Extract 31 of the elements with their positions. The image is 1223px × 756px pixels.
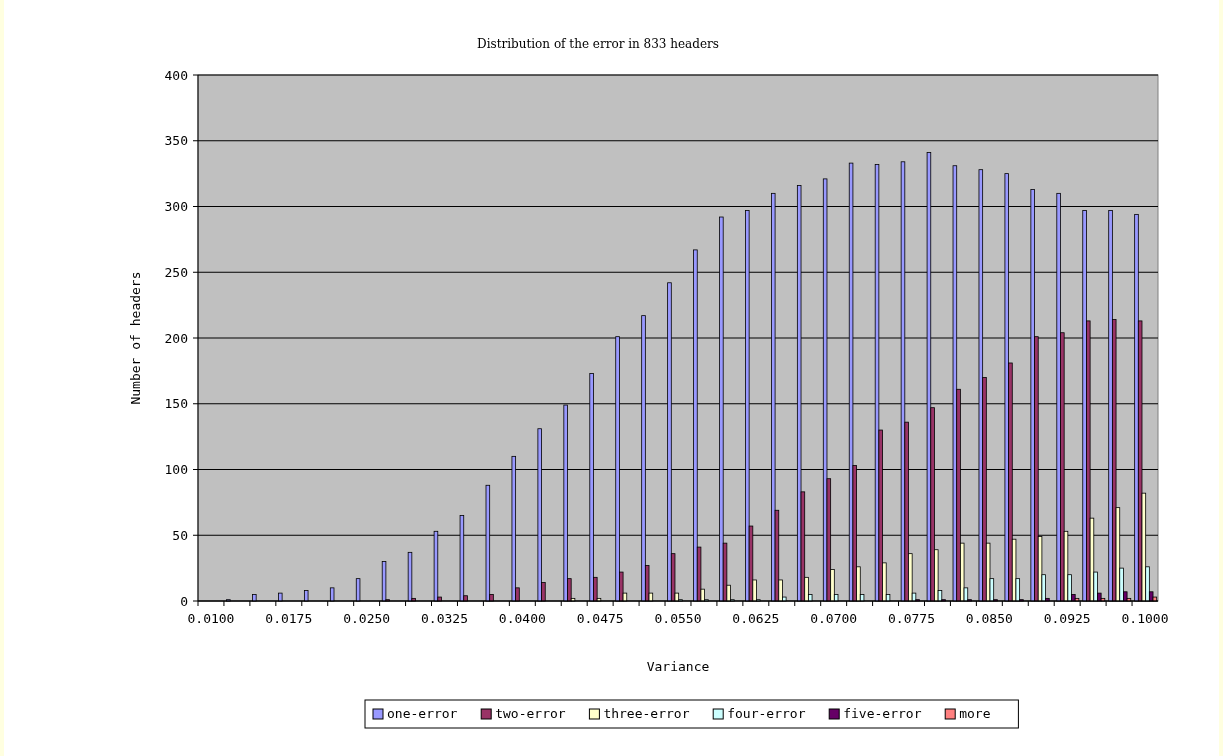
x-tick-label: 0.1000 [1121, 611, 1169, 626]
y-axis-title: Number of headers [128, 271, 143, 405]
legend-label: two-error [495, 706, 566, 721]
x-tick-label: 0.0400 [498, 611, 546, 626]
y-tick-label: 50 [172, 527, 188, 543]
x-tick-label: 0.0700 [810, 611, 858, 626]
legend-label: more [959, 706, 991, 721]
x-tick-label: 0.0925 [1043, 611, 1091, 626]
x-tick-label: 0.0250 [343, 611, 391, 626]
x-tick-label: 0.0775 [888, 611, 935, 626]
legend-label: four-error [727, 706, 806, 721]
y-tick-label: 0 [180, 593, 188, 609]
x-tick-label: 0.0325 [421, 611, 468, 626]
y-tick-label: 300 [164, 199, 188, 215]
x-tick-label: 0.0550 [654, 611, 702, 626]
y-tick-label: 350 [164, 133, 188, 149]
x-tick-label: 0.0850 [965, 611, 1013, 626]
x-axis-title: Variance [646, 659, 710, 674]
x-tick-label: 0.0175 [265, 611, 313, 626]
y-tick-label: 100 [164, 462, 188, 478]
y-tick-label: 150 [164, 396, 188, 412]
x-tick-label: 0.0475 [576, 611, 624, 626]
x-tick-label: 0.0625 [732, 611, 780, 626]
legend-label: five-error [843, 706, 922, 721]
y-tick-label: 200 [164, 330, 188, 346]
y-tick-label: 250 [164, 264, 188, 280]
x-tick-label: 0.0100 [187, 611, 235, 626]
y-tick-label: 400 [164, 67, 188, 83]
legend-label: three-error [603, 706, 690, 721]
chart-title: Distribution of the error in 833 headers [477, 37, 719, 51]
legend-label: one-error [387, 706, 458, 721]
